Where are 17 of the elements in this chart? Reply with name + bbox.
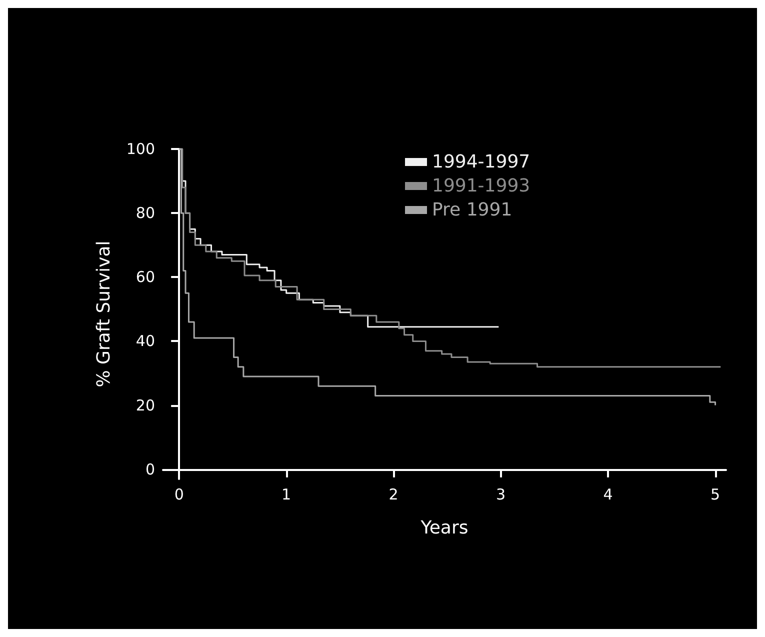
y-axis-title: % Graft Survival xyxy=(94,240,114,388)
x-axis-title: Years xyxy=(420,518,468,538)
y-tick-label: 0 xyxy=(145,460,155,478)
y-tick-label: 80 xyxy=(136,204,155,222)
y-tick-label: 100 xyxy=(126,140,155,158)
legend-label: Pre 1991 xyxy=(432,200,512,220)
x-tick-label: 0 xyxy=(174,486,184,504)
y-tick-label: 40 xyxy=(136,332,155,350)
x-tick-label: 2 xyxy=(388,486,398,504)
y-tick-label: 20 xyxy=(136,396,155,414)
y-tick-label: 60 xyxy=(136,268,155,286)
legend-label: 1991-1993 xyxy=(432,176,530,196)
x-tick-label: 4 xyxy=(603,486,613,504)
legend-label: 1994-1997 xyxy=(432,152,530,172)
x-tick-label: 5 xyxy=(710,486,720,504)
x-tick-label: 1 xyxy=(282,486,292,504)
x-tick-label: 3 xyxy=(496,486,506,504)
